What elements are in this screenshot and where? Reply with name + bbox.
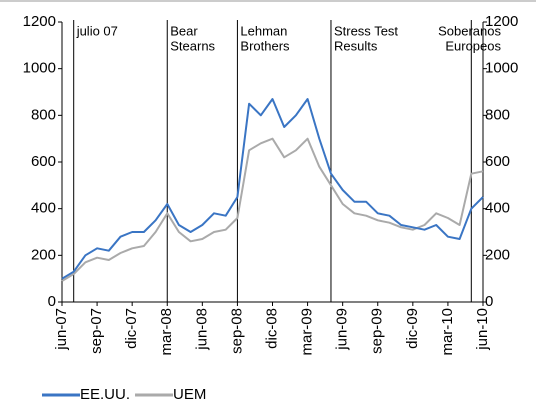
x-tick-label: sep-08: [228, 308, 245, 354]
y-tick-label: 1000: [23, 60, 56, 77]
y2-tick-label: 600: [485, 153, 510, 170]
x-tick-label: jun-08: [193, 308, 210, 351]
x-tick-label: mar-09: [299, 308, 316, 356]
y-tick-label: 1200: [23, 13, 56, 30]
event-label: Lehman: [240, 24, 287, 39]
series-line: [61, 137, 484, 282]
series-line: [61, 98, 484, 280]
event-label: Bear: [170, 24, 198, 39]
event-label: Brothers: [240, 39, 290, 54]
event-label: Europeos: [445, 39, 501, 54]
y2-tick-label: 1200: [485, 13, 518, 30]
y-tick-label: 0: [48, 293, 56, 310]
event-label: Results: [334, 39, 378, 54]
x-tick-label: sep-09: [369, 308, 386, 354]
x-tick-label: jun-10: [474, 308, 491, 351]
x-tick-label: dic-07: [123, 308, 140, 349]
event-label: Soberanos: [438, 24, 501, 39]
y-tick-label: 200: [31, 246, 56, 263]
y2-tick-label: 800: [485, 106, 510, 123]
event-label: julio 07: [76, 24, 118, 39]
x-tick-label: sep-07: [88, 308, 105, 354]
x-tick-label: mar-10: [439, 308, 456, 356]
y2-tick-label: 1000: [485, 60, 518, 77]
y2-tick-label: 200: [485, 246, 510, 263]
x-tick-label: jun-09: [334, 308, 351, 351]
x-tick-label: mar-08: [158, 308, 175, 356]
x-tick-label: dic-08: [263, 308, 280, 349]
y-tick-label: 800: [31, 106, 56, 123]
legend-label: UEM: [173, 386, 206, 403]
y-tick-label: 400: [31, 200, 56, 217]
y-tick-label: 600: [31, 153, 56, 170]
x-tick-label: dic-09: [404, 308, 421, 349]
y2-tick-label: 400: [485, 200, 510, 217]
x-tick-label: jun-07: [53, 308, 70, 351]
legend-label: EE.UU.: [80, 386, 130, 403]
y2-tick-label: 0: [485, 293, 493, 310]
event-label: Stearns: [170, 39, 215, 54]
event-label: Stress Test: [334, 24, 398, 39]
